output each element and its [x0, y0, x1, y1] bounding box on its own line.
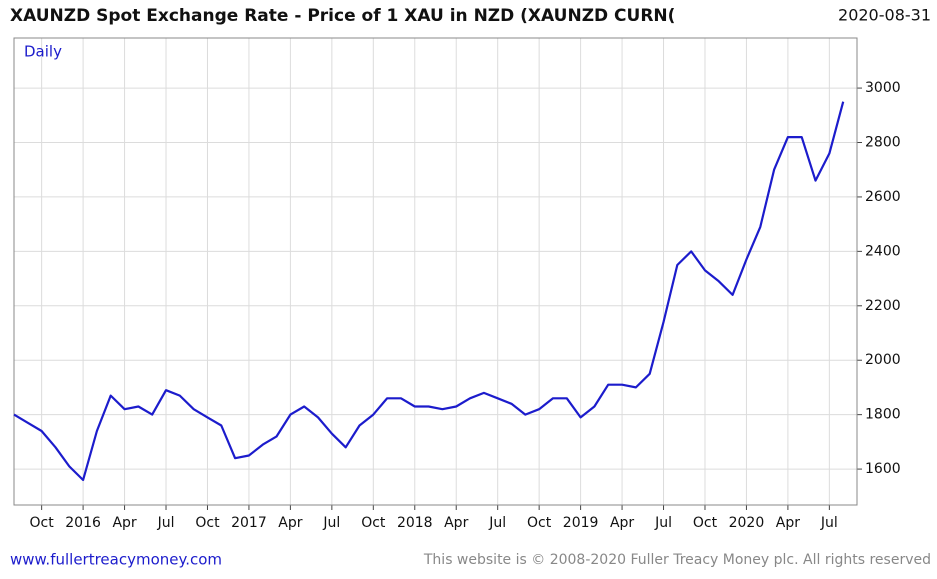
x-tick-label: Jul — [654, 515, 672, 531]
x-tick-label: Jul — [322, 515, 340, 531]
date-label: 2020-08-31 — [838, 6, 931, 25]
copyright: This website is © 2008-2020 Fuller Treac… — [423, 552, 931, 568]
x-tick-label: Apr — [610, 515, 634, 531]
x-tick-label: Oct — [361, 515, 386, 531]
x-tick-label: Jul — [488, 515, 506, 531]
data-line — [13, 101, 845, 482]
x-tick-label: 2018 — [397, 515, 433, 531]
x-tick-label: Oct — [30, 515, 55, 531]
y-tick-label: 2800 — [865, 135, 901, 151]
x-tick-label: Apr — [278, 515, 302, 531]
x-tick-label: Oct — [693, 515, 718, 531]
x-tick-label: 2020 — [729, 515, 765, 531]
subtitle: Daily — [24, 43, 62, 61]
chart-title: XAUNZD Spot Exchange Rate - Price of 1 X… — [10, 6, 675, 26]
x-tick-label: 2019 — [563, 515, 599, 531]
x-tick-label: Jul — [157, 515, 175, 531]
y-tick-label: 2200 — [865, 298, 901, 314]
y-tick-label: 1800 — [865, 407, 901, 423]
x-tick-label: Oct — [527, 515, 552, 531]
y-tick-label: 3000 — [865, 80, 901, 96]
x-tick-label: 2016 — [65, 515, 101, 531]
x-tick-label: Jul — [820, 515, 838, 531]
x-tick-label: Apr — [776, 515, 800, 531]
x-tick-label: 2017 — [231, 515, 267, 531]
y-tick-label: 2400 — [865, 243, 901, 259]
x-tick-label: Oct — [195, 515, 220, 531]
y-tick-label: 1600 — [865, 461, 901, 477]
y-tick-label: 2600 — [865, 189, 901, 205]
x-tick-label: Apr — [112, 515, 136, 531]
plot-frame — [13, 37, 858, 506]
site-link[interactable]: www.fullertreacymoney.com — [10, 551, 222, 569]
y-tick-label: 2000 — [865, 352, 901, 368]
x-tick-label: Apr — [444, 515, 468, 531]
